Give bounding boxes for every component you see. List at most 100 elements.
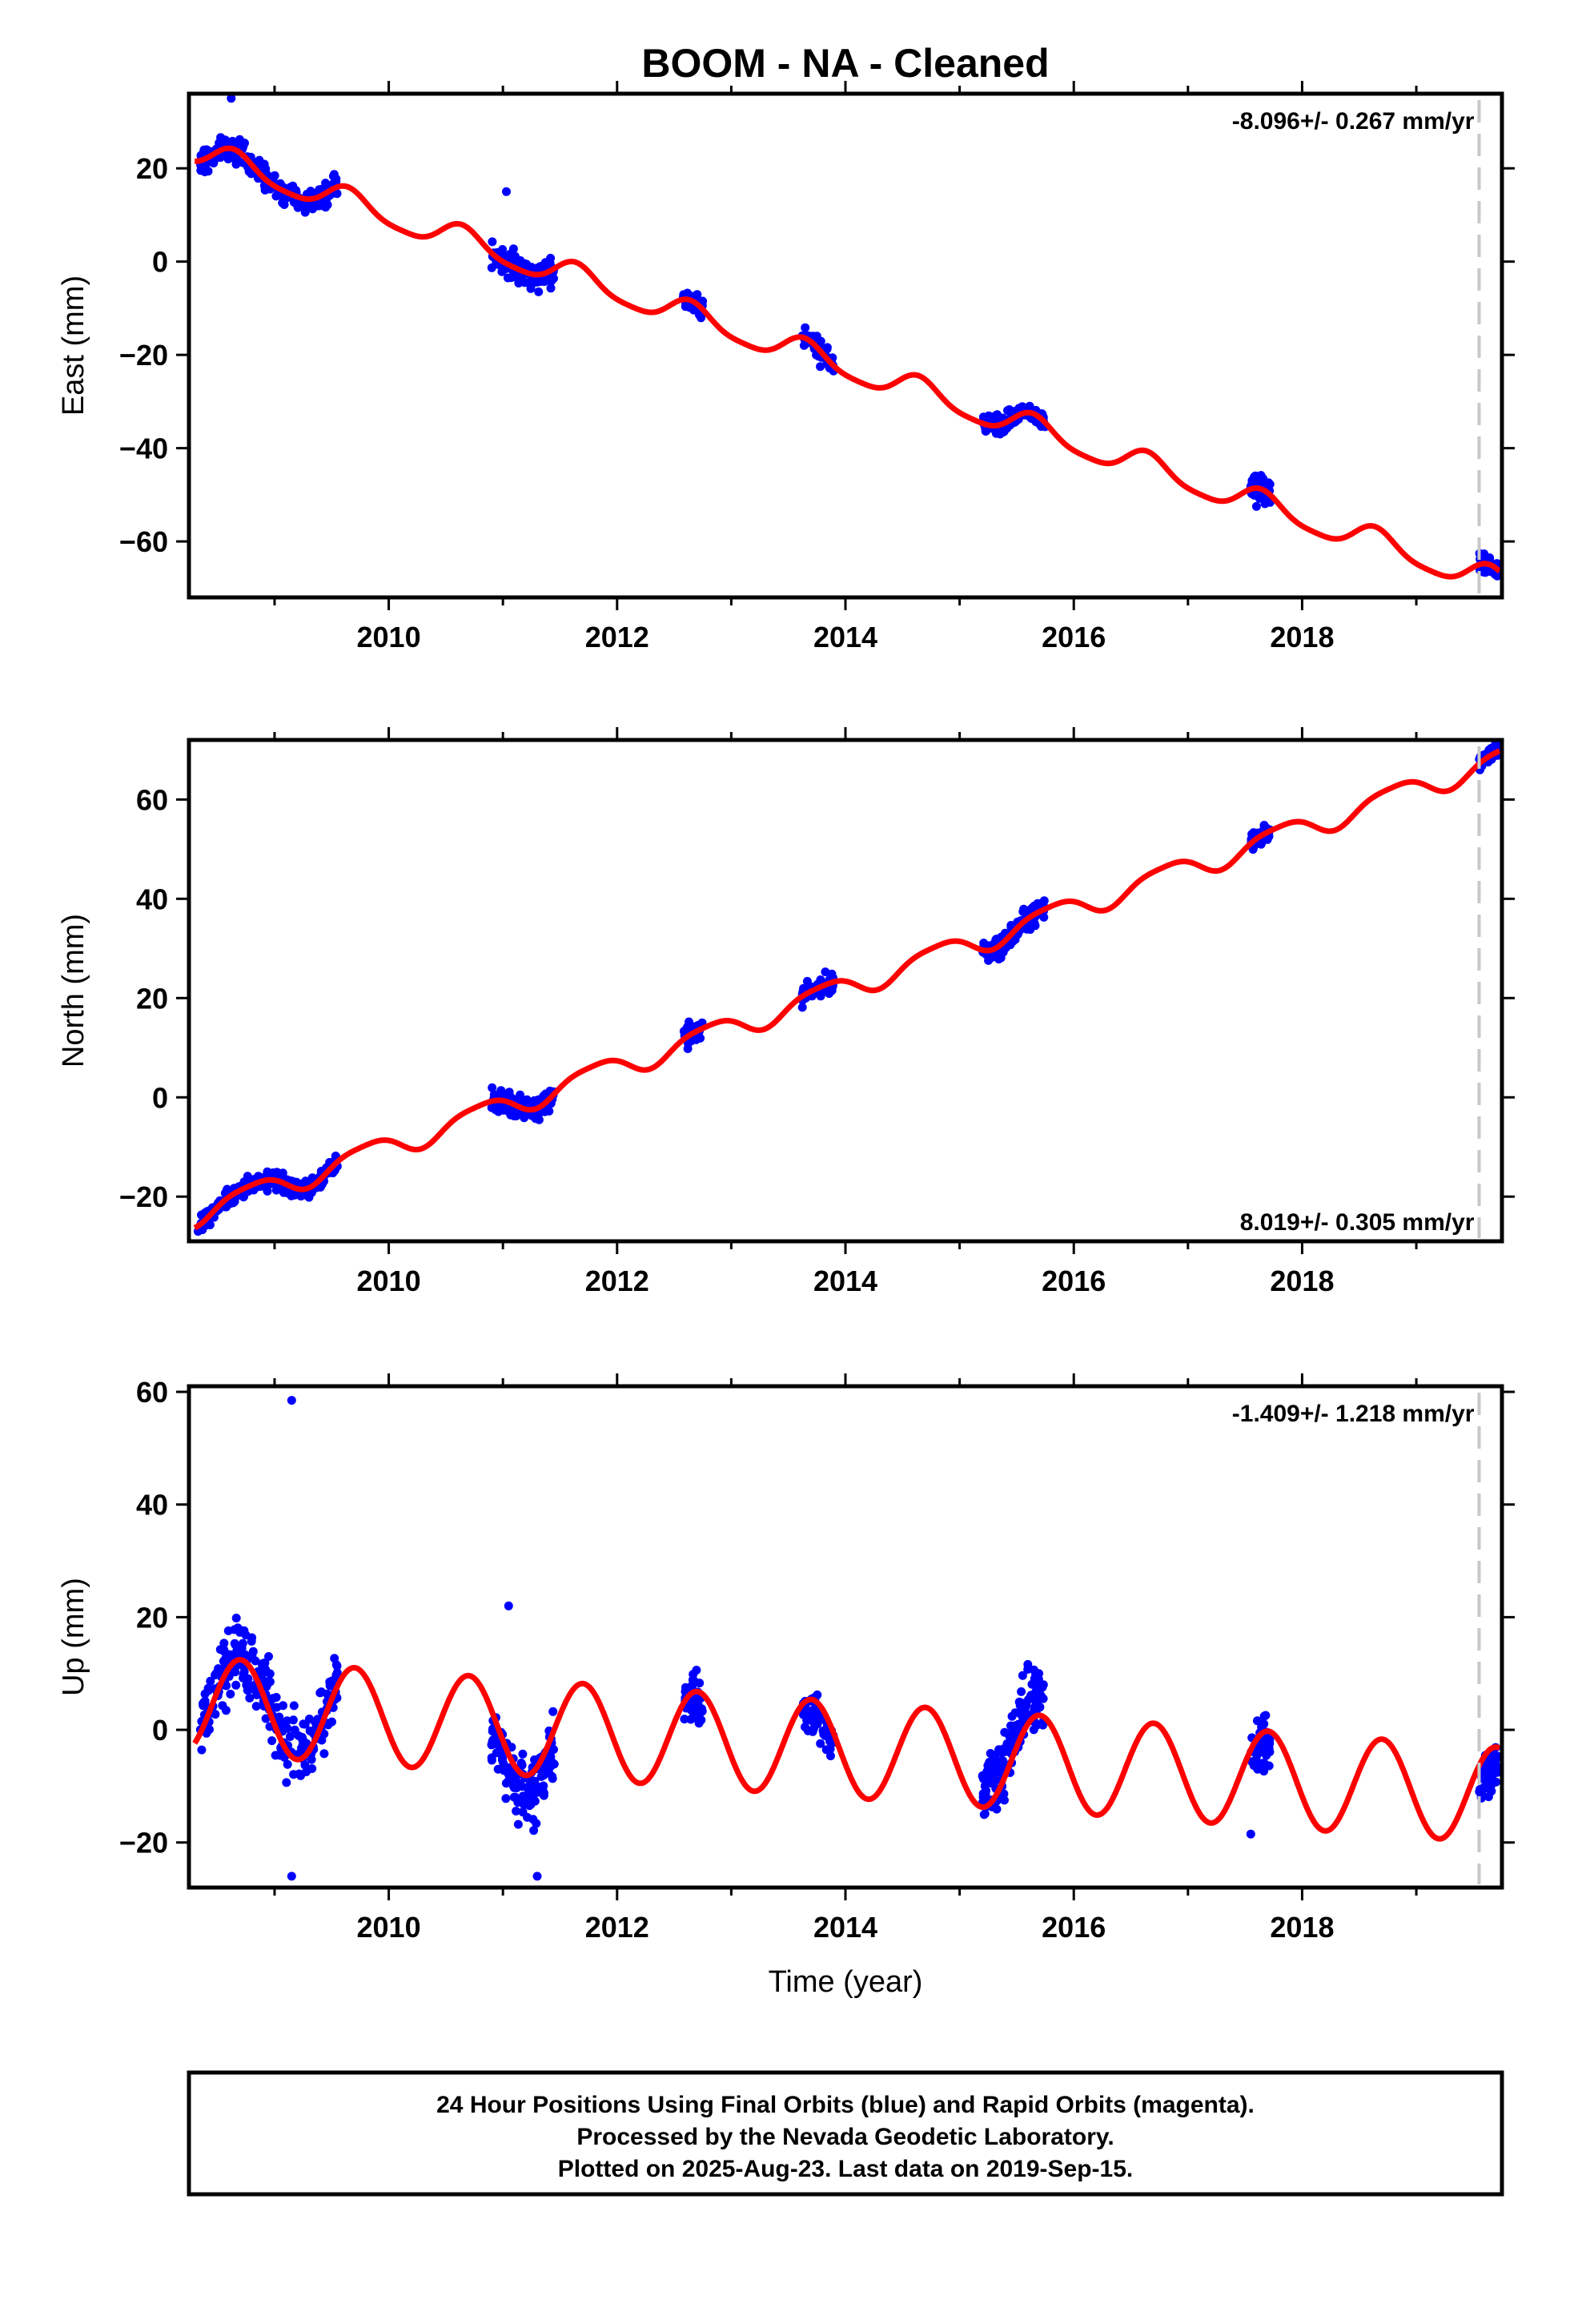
data-point	[1252, 1751, 1262, 1760]
data-point	[289, 1701, 299, 1711]
data-point	[233, 156, 243, 166]
x-tick-label: 2012	[585, 621, 649, 653]
data-point	[546, 283, 556, 293]
data-point	[1483, 553, 1492, 563]
data-point	[695, 1679, 705, 1688]
data-point	[203, 145, 212, 155]
data-point	[539, 1092, 548, 1100]
footer-line-2: Processed by the Nevada Geodetic Laborat…	[576, 2124, 1114, 2150]
data-point	[327, 1717, 336, 1727]
data-point	[826, 1751, 835, 1761]
data-point	[328, 171, 338, 181]
data-point	[1010, 1708, 1020, 1718]
data-point	[1022, 1709, 1031, 1719]
data-point	[525, 1780, 535, 1790]
data-point	[494, 1107, 504, 1116]
y-tick-label: 60	[136, 1376, 168, 1409]
rate-label: -8.096+/- 0.267 mm/yr	[1232, 108, 1475, 135]
data-point	[1003, 406, 1012, 416]
data-point	[1009, 1731, 1018, 1740]
y-tick-label: 0	[152, 1714, 168, 1747]
data-point	[1259, 1759, 1269, 1768]
data-point	[1017, 1687, 1026, 1696]
data-point	[267, 1168, 275, 1178]
y-tick-label: 20	[136, 1601, 168, 1634]
y-tick-label: −40	[119, 432, 168, 465]
data-point	[502, 187, 511, 196]
data-point	[986, 1749, 995, 1758]
data-point	[529, 1826, 539, 1835]
data-point	[275, 1749, 285, 1759]
data-point	[511, 1792, 520, 1802]
data-point	[814, 1715, 824, 1725]
data-point	[300, 1760, 310, 1770]
data-point	[512, 1807, 521, 1815]
data-point	[980, 1809, 990, 1819]
data-point	[332, 1661, 342, 1671]
data-point	[509, 1112, 519, 1120]
chart-title: BOOM - NA - Cleaned	[641, 41, 1049, 86]
y-tick-label: −20	[119, 1180, 168, 1213]
data-point	[801, 1723, 809, 1731]
y-tick-label: −60	[119, 525, 168, 558]
data-point	[265, 1669, 275, 1679]
data-point	[1246, 1829, 1255, 1839]
data-point	[299, 203, 308, 211]
x-tick-label: 2012	[585, 1911, 649, 1944]
chart-panel-2: 2010 2012 2014 2016 2018 60 40 20 0 −20 North (mm)…	[57, 727, 1515, 1297]
chart-panel-3: 2010 2012 2014 2016 2018 60 40 20 0 −20 Up (mm) Tim…	[57, 1373, 1515, 1999]
data-point	[1492, 1762, 1501, 1771]
data-point	[235, 140, 244, 150]
data-point	[219, 1638, 229, 1648]
data-point	[319, 1729, 329, 1739]
data-point	[223, 1626, 233, 1635]
data-point	[1253, 1716, 1262, 1726]
data-point	[548, 1771, 557, 1781]
data-point	[221, 1654, 231, 1663]
data-point	[991, 428, 1001, 438]
rate-label: -1.409+/- 1.218 mm/yr	[1232, 1401, 1475, 1427]
data-point	[532, 1872, 542, 1881]
data-point	[492, 1748, 501, 1758]
data-point	[226, 1689, 235, 1699]
data-point	[1038, 1683, 1047, 1692]
data-point	[989, 1778, 998, 1787]
data-point	[271, 1185, 281, 1195]
model-curve	[192, 1657, 1502, 1842]
x-tick-label: 2018	[1270, 1265, 1334, 1297]
data-point	[540, 1765, 549, 1775]
data-point	[524, 1794, 534, 1803]
data-point	[1250, 490, 1259, 500]
y-tick-label: 0	[152, 1081, 168, 1114]
data-point	[283, 1759, 292, 1769]
x-tick-label: 2018	[1270, 1911, 1334, 1944]
data-point	[986, 1769, 996, 1779]
data-point	[1260, 499, 1270, 509]
x-tick-label: 2014	[813, 621, 877, 653]
x-tick-label: 2018	[1270, 621, 1334, 653]
data-point	[219, 1645, 229, 1655]
data-point	[534, 287, 544, 296]
footer-line-3: Plotted on 2025-Aug-23. Last data on 201…	[558, 2156, 1134, 2182]
data-point	[206, 1676, 215, 1686]
plot-frame	[187, 91, 1504, 600]
data-point	[1479, 567, 1488, 577]
y-axis-label: North (mm)	[57, 914, 90, 1068]
x-tick-label: 2010	[357, 621, 421, 653]
data-point	[816, 362, 825, 372]
footer-box: 24 Hour Positions Using Final Orbits (bl…	[187, 2070, 1504, 2197]
data-point	[285, 1732, 295, 1741]
data-point	[689, 1670, 698, 1679]
data-point	[549, 274, 558, 283]
data-point	[488, 1083, 497, 1092]
footer-line-1: 24 Hour Positions Using Final Orbits (bl…	[436, 2092, 1255, 2118]
data-point	[287, 1396, 296, 1405]
data-point	[680, 1715, 689, 1724]
data-point	[519, 1800, 528, 1809]
data-point	[504, 1601, 513, 1610]
y-tick-label: 60	[136, 783, 168, 816]
data-point	[1030, 1674, 1039, 1683]
data-point	[518, 1807, 528, 1817]
data-point	[282, 1778, 291, 1787]
data-point	[825, 1744, 835, 1754]
